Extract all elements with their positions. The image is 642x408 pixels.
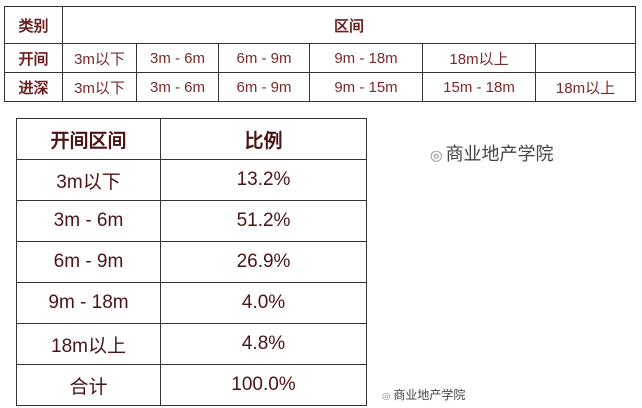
cell xyxy=(535,43,636,73)
table-row: 合计 100.0% xyxy=(16,364,367,406)
cell: 4.8% xyxy=(160,323,367,365)
wechat-icon: ◎ xyxy=(382,391,391,402)
wechat-icon: ◎ xyxy=(430,148,443,164)
table-row: 9m - 18m 4.0% xyxy=(16,282,367,324)
cell: 9m - 18m xyxy=(309,43,423,73)
cell: 51.2% xyxy=(160,200,367,242)
cell: 6m - 9m xyxy=(218,72,310,102)
cell: 3m - 6m xyxy=(136,72,219,102)
cell: 3m - 6m xyxy=(16,200,161,242)
cell: 26.9% xyxy=(160,241,367,283)
cell: 13.2% xyxy=(160,159,367,201)
cell: 3m以下 xyxy=(62,72,137,102)
row-label: 进深 xyxy=(4,72,63,102)
cell: 18m以上 xyxy=(422,43,536,73)
header-range: 区间 xyxy=(62,6,636,44)
cell: 3m以下 xyxy=(16,159,161,201)
cell: 18m以上 xyxy=(535,72,636,102)
cell: 100.0% xyxy=(160,364,367,406)
header-ratio: 比例 xyxy=(160,118,367,160)
cell: 6m - 9m xyxy=(16,241,161,283)
table-row: 开间 3m以下 3m - 6m 6m - 9m 9m - 18m 18m以上 xyxy=(4,43,636,73)
row-label: 开间 xyxy=(4,43,63,73)
interval-table: 类别 区间 开间 3m以下 3m - 6m 6m - 9m 9m - 18m 1… xyxy=(4,6,636,102)
cell: 3m - 6m xyxy=(136,43,219,73)
cell: 9m - 18m xyxy=(16,282,161,324)
ratio-table: 开间区间 比例 3m以下 13.2% 3m - 6m 51.2% 6m - 9m 26… xyxy=(16,118,367,406)
cell: 3m以下 xyxy=(62,43,137,73)
table-row: 进深 3m以下 3m - 6m 6m - 9m 9m - 15m 15m - 1… xyxy=(4,72,636,102)
header-interval: 开间区间 xyxy=(16,118,161,160)
table-row: 6m - 9m 26.9% xyxy=(16,241,367,283)
cell: 合计 xyxy=(16,364,161,406)
cell: 9m - 15m xyxy=(309,72,423,102)
cell: 15m - 18m xyxy=(422,72,536,102)
watermark: ◎ 商业地产学院 xyxy=(382,388,466,402)
header-category: 类别 xyxy=(4,6,63,44)
table-row: 3m以下 13.2% xyxy=(16,159,367,201)
cell: 4.0% xyxy=(160,282,367,324)
cell: 18m以上 xyxy=(16,323,161,365)
table-row: 18m以上 4.8% xyxy=(16,323,367,365)
cell: 6m - 9m xyxy=(218,43,310,73)
table-row: 3m - 6m 51.2% xyxy=(16,200,367,242)
watermark: ◎ 商业地产学院 xyxy=(430,144,554,165)
